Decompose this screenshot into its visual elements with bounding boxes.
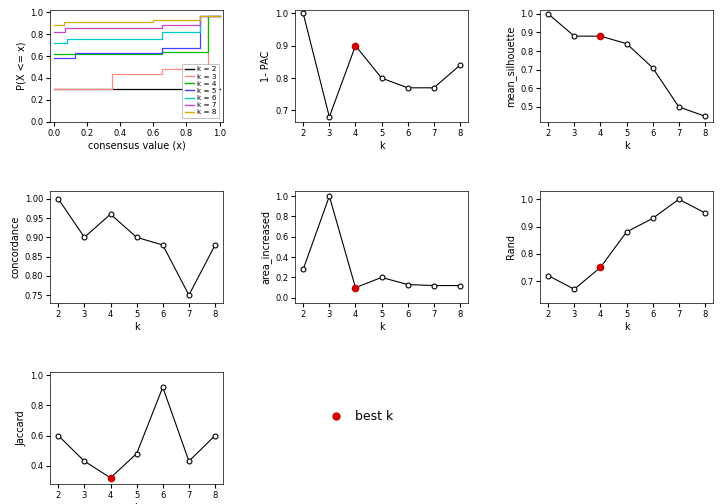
Y-axis label: Jaccard: Jaccard [16,410,26,446]
k = 6 [195,13,204,19]
k = 3 [107,71,116,77]
Line: k = 5: k = 5 [54,16,220,58]
k = 3 [107,86,116,92]
k = 8 [215,13,224,19]
k = 7 [157,25,166,31]
Line: k = 4: k = 4 [54,16,220,54]
k = 4 [215,13,224,19]
k = 7 [195,13,204,19]
k = 7 [215,13,224,19]
k = 6 [157,36,166,42]
X-axis label: k: k [624,322,629,332]
k = 5 [157,45,166,51]
k = 8 [195,17,204,23]
k = 6 [63,40,71,46]
k = 6 [50,40,58,46]
k = 5 [195,13,204,19]
k = 8 [195,13,204,19]
k = 3 [215,13,224,19]
Line: k = 7: k = 7 [54,16,220,32]
k = 5 [71,50,80,56]
k = 5 [215,13,224,19]
Y-axis label: mean_silhouette: mean_silhouette [505,25,516,107]
k = 3 [157,66,166,72]
k = 6 [63,36,71,42]
k = 7 [61,29,70,35]
Y-axis label: area_increased: area_increased [260,210,271,284]
Legend: k = 2, k = 3, k = 4, k = 5, k = 6, k = 7, k = 8: k = 2, k = 3, k = 4, k = 5, k = 6, k = 7… [182,64,220,118]
k = 7 [50,29,58,35]
k = 4 [204,49,212,55]
k = 3 [50,86,58,92]
k = 4 [157,51,166,57]
k = 8 [59,22,68,28]
Legend: best k: best k [319,405,398,428]
k = 4 [157,49,166,55]
k = 3 [204,13,212,19]
Line: k = 3: k = 3 [54,16,220,89]
k = 4 [50,51,58,57]
k = 5 [157,50,166,56]
k = 6 [195,29,204,35]
Y-axis label: concordance: concordance [11,216,21,278]
Y-axis label: 1- PAC: 1- PAC [261,50,271,82]
k = 5 [195,45,204,51]
k = 3 [204,66,212,72]
k = 4 [204,13,212,19]
k = 7 [157,22,166,28]
k = 8 [50,22,58,28]
k = 3 [157,71,166,77]
k = 6 [215,13,224,19]
X-axis label: k: k [379,141,384,151]
X-axis label: k: k [379,322,384,332]
Line: k = 6: k = 6 [54,16,220,43]
Y-axis label: Rand: Rand [506,234,516,260]
X-axis label: consensus value (x): consensus value (x) [88,141,186,151]
X-axis label: k: k [134,502,140,504]
k = 7 [61,25,70,31]
X-axis label: k: k [134,322,140,332]
X-axis label: k: k [624,141,629,151]
k = 8 [149,19,158,25]
k = 8 [59,19,68,25]
Y-axis label: P(X <= x): P(X <= x) [16,42,26,90]
k = 6 [157,29,166,35]
Line: k = 8: k = 8 [54,16,220,25]
k = 8 [149,17,158,23]
k = 5 [71,55,80,61]
k = 5 [50,55,58,61]
k = 7 [195,22,204,28]
